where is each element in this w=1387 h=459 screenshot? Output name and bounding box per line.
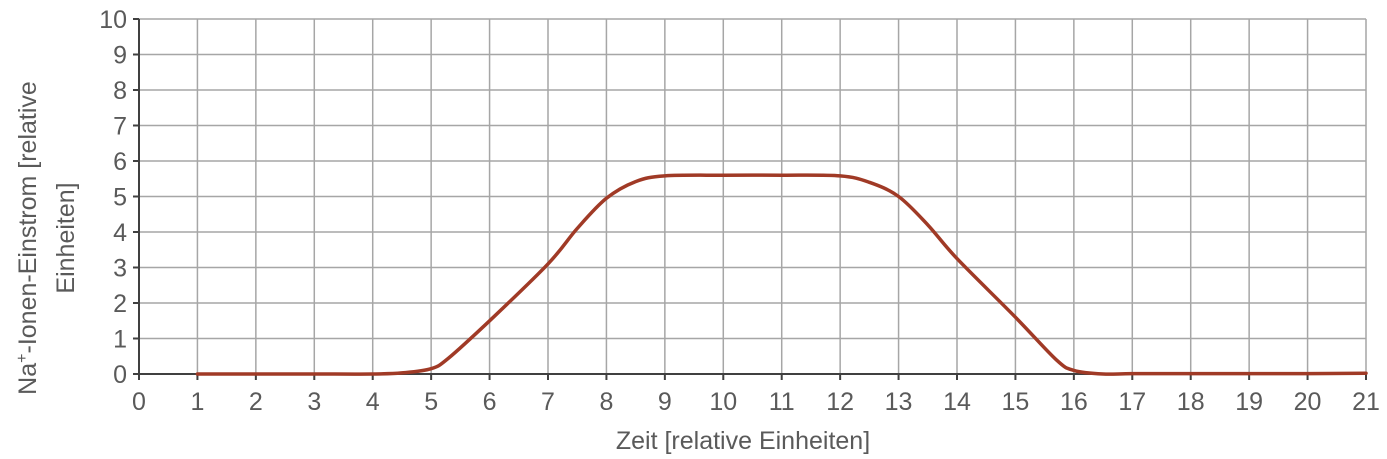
x-tick-label: 7 [541, 388, 555, 416]
series-group [195, 173, 1368, 376]
x-tick-label: 9 [658, 388, 672, 416]
y-tick-label: 10 [99, 6, 127, 34]
x-tick-label: 20 [1294, 388, 1322, 416]
x-tick-label: 21 [1352, 388, 1380, 416]
x-tick-label: 0 [132, 388, 146, 416]
x-tick-label: 8 [599, 388, 613, 416]
x-tick-label: 2 [249, 388, 263, 416]
gridlines [139, 18, 1367, 374]
y-tick-label: 0 [113, 361, 127, 389]
x-tick-label: 15 [1002, 388, 1030, 416]
x-axis-title: Zeit [relative Einheiten] [616, 427, 870, 455]
x-tick-label: 16 [1060, 388, 1088, 416]
y-axis-title-line1: Na+-Ionen-Einstrom [relative [14, 81, 42, 395]
x-tick-label: 3 [307, 388, 321, 416]
y-tick-label: 3 [113, 255, 127, 283]
y-tick-label: 7 [113, 113, 127, 141]
y-axis-title: Na+-Ionen-Einstrom [relative Einheiten] [14, 81, 80, 395]
x-tick-label: 12 [826, 388, 854, 416]
y-tick-label: 5 [113, 184, 127, 212]
y-axis-title-line2: Einheiten] [52, 182, 80, 293]
axes [133, 18, 1367, 380]
x-tick-label: 11 [769, 388, 795, 416]
x-tick-label: 18 [1177, 388, 1205, 416]
x-tick-labels: 0 1 2 3 4 5 6 7 8 9 10 11 12 13 14 15 16 17 18 19 20 21 [132, 388, 1380, 416]
y-tick-label: 2 [113, 290, 127, 318]
series-line-0 [195, 173, 1368, 376]
x-tick-label: 6 [483, 388, 497, 416]
x-tick-label: 19 [1235, 388, 1263, 416]
x-tick-label: 4 [366, 388, 380, 416]
y-tick-labels: 0 1 2 3 4 5 6 7 8 9 10 [99, 6, 127, 389]
x-tick-label: 13 [885, 388, 913, 416]
x-tick-label: 1 [190, 388, 204, 416]
x-tick-label: 5 [424, 388, 438, 416]
y-tick-label: 4 [113, 219, 127, 247]
y-tick-label: 9 [113, 42, 127, 70]
y-tick-label: 8 [113, 77, 127, 105]
x-tick-label: 17 [1118, 388, 1146, 416]
y-tick-label: 6 [113, 148, 127, 176]
x-tick-label: 10 [709, 388, 737, 416]
x-tick-label: 14 [943, 388, 971, 416]
y-tick-label: 1 [113, 326, 127, 354]
